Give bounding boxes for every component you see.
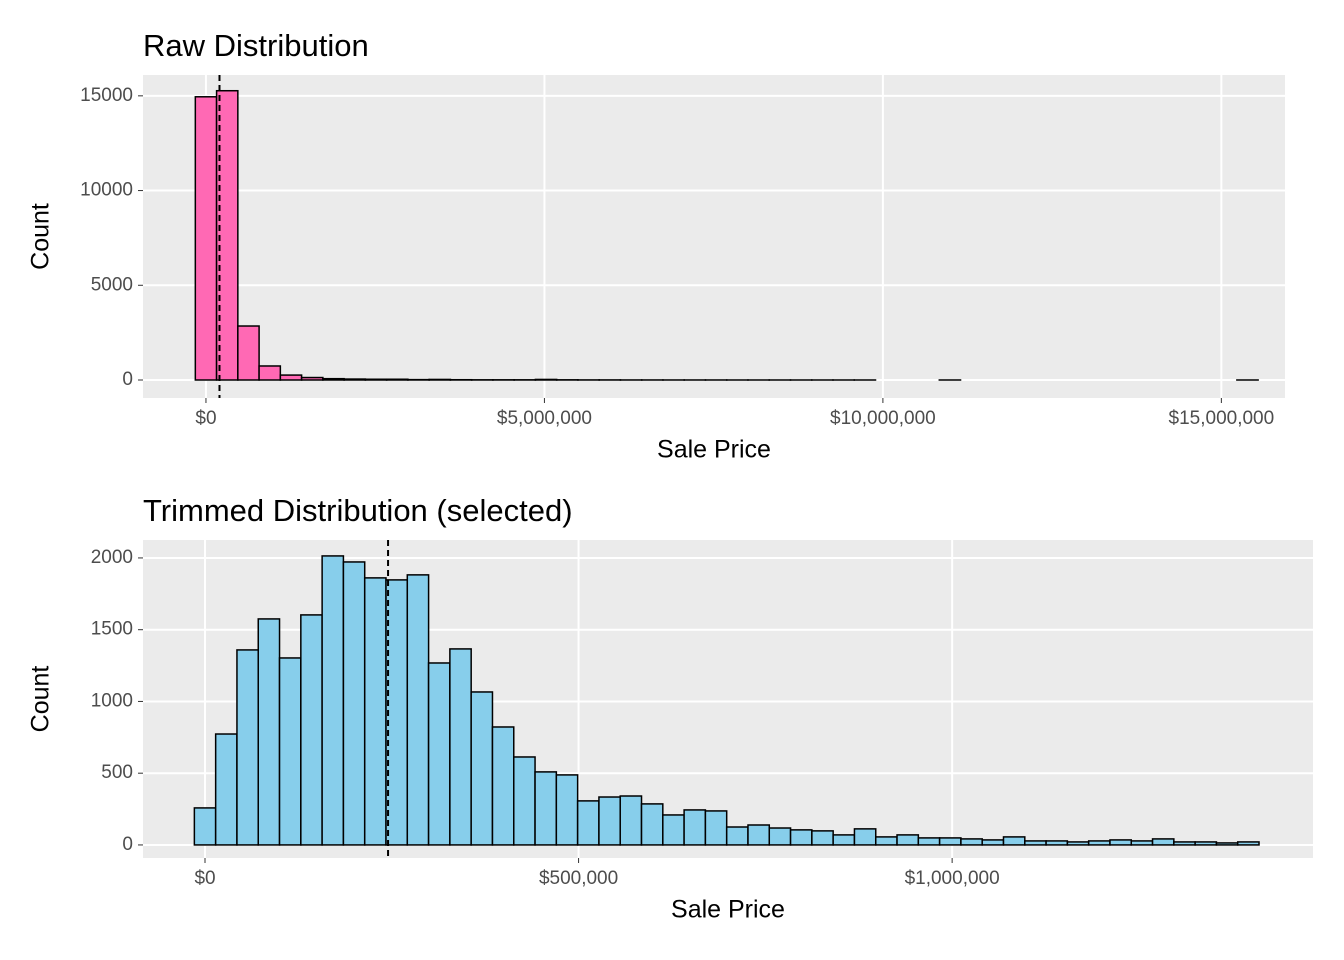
y-tick-label: 5000 <box>91 274 133 295</box>
bar <box>874 836 898 846</box>
bar <box>555 774 579 846</box>
bar <box>832 834 856 846</box>
bar <box>428 378 452 381</box>
bar <box>491 726 515 846</box>
bar <box>704 810 728 846</box>
y-tick-label: 0 <box>122 834 133 855</box>
x-axis-title: Sale Price <box>671 896 785 924</box>
bar <box>322 377 345 381</box>
bar <box>768 827 792 846</box>
bar <box>215 89 239 381</box>
bar <box>300 614 323 846</box>
bar <box>811 830 834 846</box>
bar <box>1130 840 1154 846</box>
bar <box>917 837 941 846</box>
y-tick-label: 15000 <box>80 85 133 106</box>
bar <box>363 577 387 846</box>
bar <box>662 814 685 846</box>
bar <box>576 800 600 846</box>
y-axis-title: Count <box>27 203 55 270</box>
bar <box>385 378 409 381</box>
y-tick-label: 10000 <box>80 180 133 201</box>
bar <box>1066 841 1090 846</box>
y-axis-title: Count <box>27 666 55 733</box>
bar <box>960 838 983 846</box>
bar <box>640 803 664 846</box>
bar <box>513 756 536 846</box>
bar <box>534 771 558 846</box>
x-tick-label: $10,000,000 <box>830 408 936 429</box>
bar <box>279 374 303 381</box>
bar <box>236 649 259 846</box>
y-tick-label: 1500 <box>91 619 133 640</box>
y-tick-label: 0 <box>122 369 133 390</box>
bar <box>1173 841 1196 846</box>
bar <box>214 733 238 846</box>
bar <box>1109 839 1133 846</box>
bar <box>725 826 749 846</box>
x-tick-label: $15,000,000 <box>1169 408 1275 429</box>
panel <box>143 75 1285 398</box>
bar <box>194 96 218 381</box>
bar <box>385 579 409 846</box>
x-tick-label: $0 <box>195 408 216 429</box>
bar <box>406 574 430 846</box>
bar <box>981 839 1005 846</box>
x-tick-label: $1,000,000 <box>905 868 1000 889</box>
y-tick-label: 2000 <box>91 547 133 568</box>
bar <box>683 809 707 846</box>
bar <box>470 691 494 846</box>
x-tick-label: $500,000 <box>539 868 618 889</box>
x-tick-label: $5,000,000 <box>497 408 592 429</box>
bar <box>364 378 388 381</box>
bar <box>853 828 877 846</box>
bar <box>1002 836 1026 846</box>
bar <box>1215 842 1239 846</box>
bar <box>598 796 621 846</box>
bar <box>1151 838 1175 846</box>
bar <box>896 834 920 846</box>
bar <box>237 325 260 381</box>
chart-title: Raw Distribution <box>143 28 369 63</box>
bar <box>1087 840 1111 846</box>
bar <box>343 378 367 381</box>
bar <box>342 561 366 846</box>
bar <box>321 555 345 846</box>
bar <box>257 618 281 846</box>
y-tick-label: 500 <box>101 762 133 783</box>
bar <box>938 837 962 846</box>
x-tick-label: $0 <box>194 868 215 889</box>
chart-title: Trimmed Distribution (selected) <box>143 493 573 528</box>
bar <box>449 648 472 846</box>
bar <box>427 662 451 846</box>
x-axis-title: Sale Price <box>657 436 771 464</box>
bar <box>747 824 771 846</box>
bar <box>1236 841 1260 846</box>
bar <box>1024 840 1047 846</box>
bar <box>258 365 282 381</box>
bar <box>619 795 643 846</box>
bar <box>300 376 324 381</box>
bar <box>193 807 217 846</box>
bar <box>789 829 813 846</box>
bar <box>278 657 302 846</box>
bar <box>1194 841 1218 846</box>
bar <box>1045 840 1069 846</box>
bar <box>534 378 558 381</box>
y-tick-label: 1000 <box>91 690 133 711</box>
